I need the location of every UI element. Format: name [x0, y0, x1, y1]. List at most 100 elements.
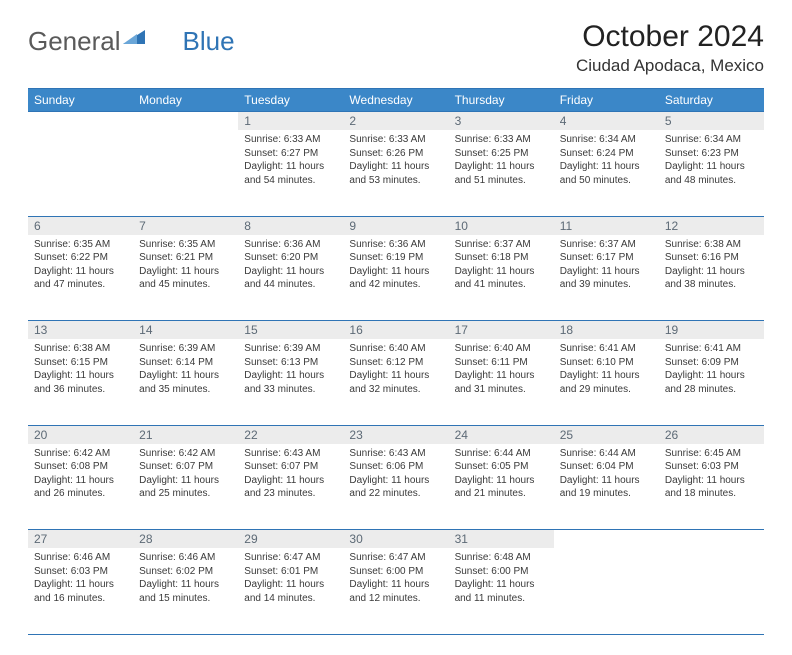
day-cell: Sunrise: 6:40 AMSunset: 6:11 PMDaylight:…: [449, 339, 554, 425]
daylight-line: Daylight: 11 hours and 54 minutes.: [244, 160, 337, 187]
day-cell: [28, 130, 133, 216]
weekday-header: Thursday: [449, 89, 554, 112]
sunrise-line: Sunrise: 6:43 AM: [244, 447, 337, 461]
day-number: 24: [449, 426, 554, 444]
day-number: 1: [238, 112, 343, 130]
daylight-line: Daylight: 11 hours and 15 minutes.: [139, 578, 232, 605]
day-cell: Sunrise: 6:35 AMSunset: 6:22 PMDaylight:…: [28, 235, 133, 321]
day-cell: Sunrise: 6:33 AMSunset: 6:26 PMDaylight:…: [343, 130, 448, 216]
day-body: Sunrise: 6:33 AMSunset: 6:27 PMDaylight:…: [238, 130, 343, 193]
daylight-line: Daylight: 11 hours and 53 minutes.: [349, 160, 442, 187]
day-number-cell: 8: [238, 216, 343, 235]
daylight-line: Daylight: 11 hours and 47 minutes.: [34, 265, 127, 292]
day-number-cell: 18: [554, 321, 659, 340]
day-body: Sunrise: 6:47 AMSunset: 6:01 PMDaylight:…: [238, 548, 343, 611]
sunrise-line: Sunrise: 6:45 AM: [665, 447, 758, 461]
week-row: Sunrise: 6:35 AMSunset: 6:22 PMDaylight:…: [28, 235, 764, 321]
empty-cell: [133, 112, 238, 131]
day-number: 19: [659, 321, 764, 339]
sunset-line: Sunset: 6:03 PM: [34, 565, 127, 579]
sunrise-line: Sunrise: 6:38 AM: [665, 238, 758, 252]
day-cell: Sunrise: 6:45 AMSunset: 6:03 PMDaylight:…: [659, 444, 764, 530]
daylight-line: Daylight: 11 hours and 45 minutes.: [139, 265, 232, 292]
daylight-line: Daylight: 11 hours and 35 minutes.: [139, 369, 232, 396]
sunset-line: Sunset: 6:00 PM: [455, 565, 548, 579]
day-number: 17: [449, 321, 554, 339]
daylight-line: Daylight: 11 hours and 38 minutes.: [665, 265, 758, 292]
sunset-line: Sunset: 6:23 PM: [665, 147, 758, 161]
day-cell: Sunrise: 6:35 AMSunset: 6:21 PMDaylight:…: [133, 235, 238, 321]
day-number: 6: [28, 217, 133, 235]
sunrise-line: Sunrise: 6:37 AM: [560, 238, 653, 252]
day-cell: Sunrise: 6:34 AMSunset: 6:24 PMDaylight:…: [554, 130, 659, 216]
sunset-line: Sunset: 6:21 PM: [139, 251, 232, 265]
sunrise-line: Sunrise: 6:40 AM: [349, 342, 442, 356]
day-number: 22: [238, 426, 343, 444]
day-number: 31: [449, 530, 554, 548]
sunset-line: Sunset: 6:27 PM: [244, 147, 337, 161]
day-cell: [133, 130, 238, 216]
title-block: October 2024 Ciudad Apodaca, Mexico: [576, 20, 764, 76]
daylight-line: Daylight: 11 hours and 21 minutes.: [455, 474, 548, 501]
day-number-cell: 27: [28, 530, 133, 549]
day-number: 11: [554, 217, 659, 235]
empty-cell: [554, 530, 659, 549]
day-number: 9: [343, 217, 448, 235]
day-cell: Sunrise: 6:47 AMSunset: 6:00 PMDaylight:…: [343, 548, 448, 634]
day-cell: Sunrise: 6:36 AMSunset: 6:19 PMDaylight:…: [343, 235, 448, 321]
daylight-line: Daylight: 11 hours and 31 minutes.: [455, 369, 548, 396]
sunrise-line: Sunrise: 6:40 AM: [455, 342, 548, 356]
sunset-line: Sunset: 6:12 PM: [349, 356, 442, 370]
day-cell: Sunrise: 6:46 AMSunset: 6:02 PMDaylight:…: [133, 548, 238, 634]
logo-text-2: Blue: [145, 26, 235, 57]
sunset-line: Sunset: 6:07 PM: [244, 460, 337, 474]
day-cell: Sunrise: 6:46 AMSunset: 6:03 PMDaylight:…: [28, 548, 133, 634]
sunrise-line: Sunrise: 6:33 AM: [349, 133, 442, 147]
day-number: 30: [343, 530, 448, 548]
day-number: 27: [28, 530, 133, 548]
weekday-header: Monday: [133, 89, 238, 112]
day-number-cell: 1: [238, 112, 343, 131]
sunrise-line: Sunrise: 6:35 AM: [139, 238, 232, 252]
weekday-header: Saturday: [659, 89, 764, 112]
sunrise-line: Sunrise: 6:39 AM: [244, 342, 337, 356]
day-number-cell: 28: [133, 530, 238, 549]
day-body: Sunrise: 6:43 AMSunset: 6:07 PMDaylight:…: [238, 444, 343, 507]
day-number-cell: 23: [343, 425, 448, 444]
week-row: Sunrise: 6:42 AMSunset: 6:08 PMDaylight:…: [28, 444, 764, 530]
day-cell: Sunrise: 6:42 AMSunset: 6:08 PMDaylight:…: [28, 444, 133, 530]
day-number-cell: 14: [133, 321, 238, 340]
day-body: Sunrise: 6:34 AMSunset: 6:23 PMDaylight:…: [659, 130, 764, 193]
day-number-cell: 17: [449, 321, 554, 340]
day-cell: Sunrise: 6:44 AMSunset: 6:05 PMDaylight:…: [449, 444, 554, 530]
day-number: 23: [343, 426, 448, 444]
day-number-cell: 3: [449, 112, 554, 131]
sunset-line: Sunset: 6:13 PM: [244, 356, 337, 370]
day-number-cell: 11: [554, 216, 659, 235]
location: Ciudad Apodaca, Mexico: [576, 56, 764, 76]
sunrise-line: Sunrise: 6:47 AM: [349, 551, 442, 565]
day-cell: Sunrise: 6:48 AMSunset: 6:00 PMDaylight:…: [449, 548, 554, 634]
day-number: 15: [238, 321, 343, 339]
daylight-line: Daylight: 11 hours and 29 minutes.: [560, 369, 653, 396]
sunset-line: Sunset: 6:24 PM: [560, 147, 653, 161]
day-cell: Sunrise: 6:38 AMSunset: 6:16 PMDaylight:…: [659, 235, 764, 321]
sunrise-line: Sunrise: 6:36 AM: [349, 238, 442, 252]
daylight-line: Daylight: 11 hours and 51 minutes.: [455, 160, 548, 187]
day-body: Sunrise: 6:42 AMSunset: 6:08 PMDaylight:…: [28, 444, 133, 507]
sunset-line: Sunset: 6:04 PM: [560, 460, 653, 474]
daylight-line: Daylight: 11 hours and 39 minutes.: [560, 265, 653, 292]
day-number: 28: [133, 530, 238, 548]
sunset-line: Sunset: 6:18 PM: [455, 251, 548, 265]
day-number-cell: 31: [449, 530, 554, 549]
sunset-line: Sunset: 6:10 PM: [560, 356, 653, 370]
day-number: 4: [554, 112, 659, 130]
day-cell: Sunrise: 6:39 AMSunset: 6:13 PMDaylight:…: [238, 339, 343, 425]
day-cell: Sunrise: 6:33 AMSunset: 6:27 PMDaylight:…: [238, 130, 343, 216]
day-cell: Sunrise: 6:40 AMSunset: 6:12 PMDaylight:…: [343, 339, 448, 425]
sunrise-line: Sunrise: 6:34 AM: [665, 133, 758, 147]
day-number-cell: 26: [659, 425, 764, 444]
day-number-cell: 10: [449, 216, 554, 235]
day-body: Sunrise: 6:33 AMSunset: 6:26 PMDaylight:…: [343, 130, 448, 193]
sunset-line: Sunset: 6:02 PM: [139, 565, 232, 579]
